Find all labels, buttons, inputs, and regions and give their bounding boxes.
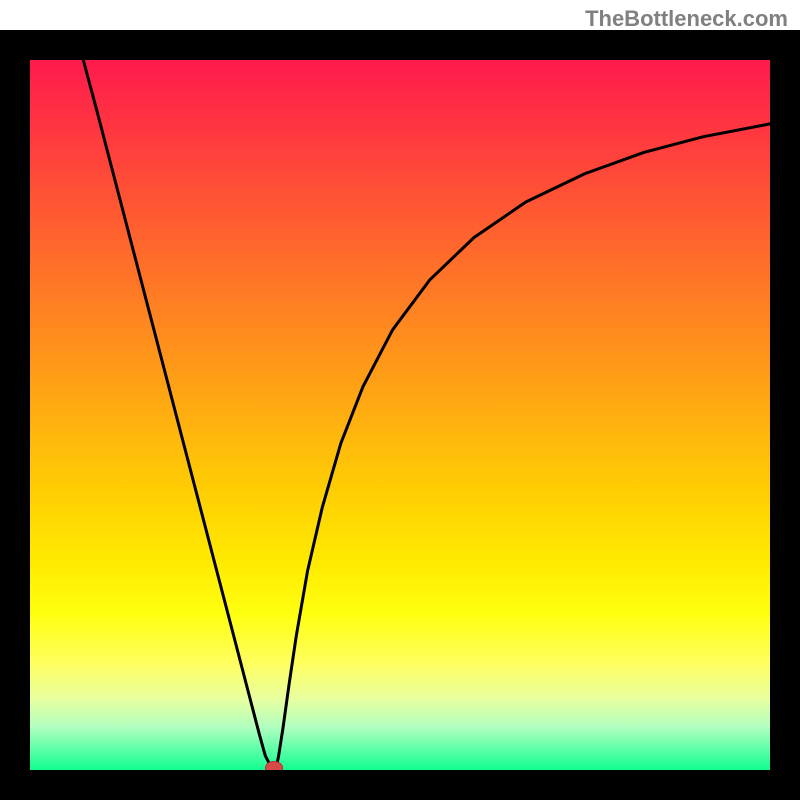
root: TheBottleneck.com <box>0 0 800 800</box>
watermark-text: TheBottleneck.com <box>585 6 788 32</box>
plot-area <box>30 60 770 770</box>
curve-left-descending <box>83 60 272 766</box>
frame-right <box>770 30 800 800</box>
frame-left <box>0 30 30 800</box>
frame-bottom <box>0 770 800 800</box>
frame-top <box>0 30 800 60</box>
bottleneck-curve <box>30 60 770 770</box>
min-point-marker <box>265 761 283 770</box>
curve-right-ascending <box>276 124 770 767</box>
